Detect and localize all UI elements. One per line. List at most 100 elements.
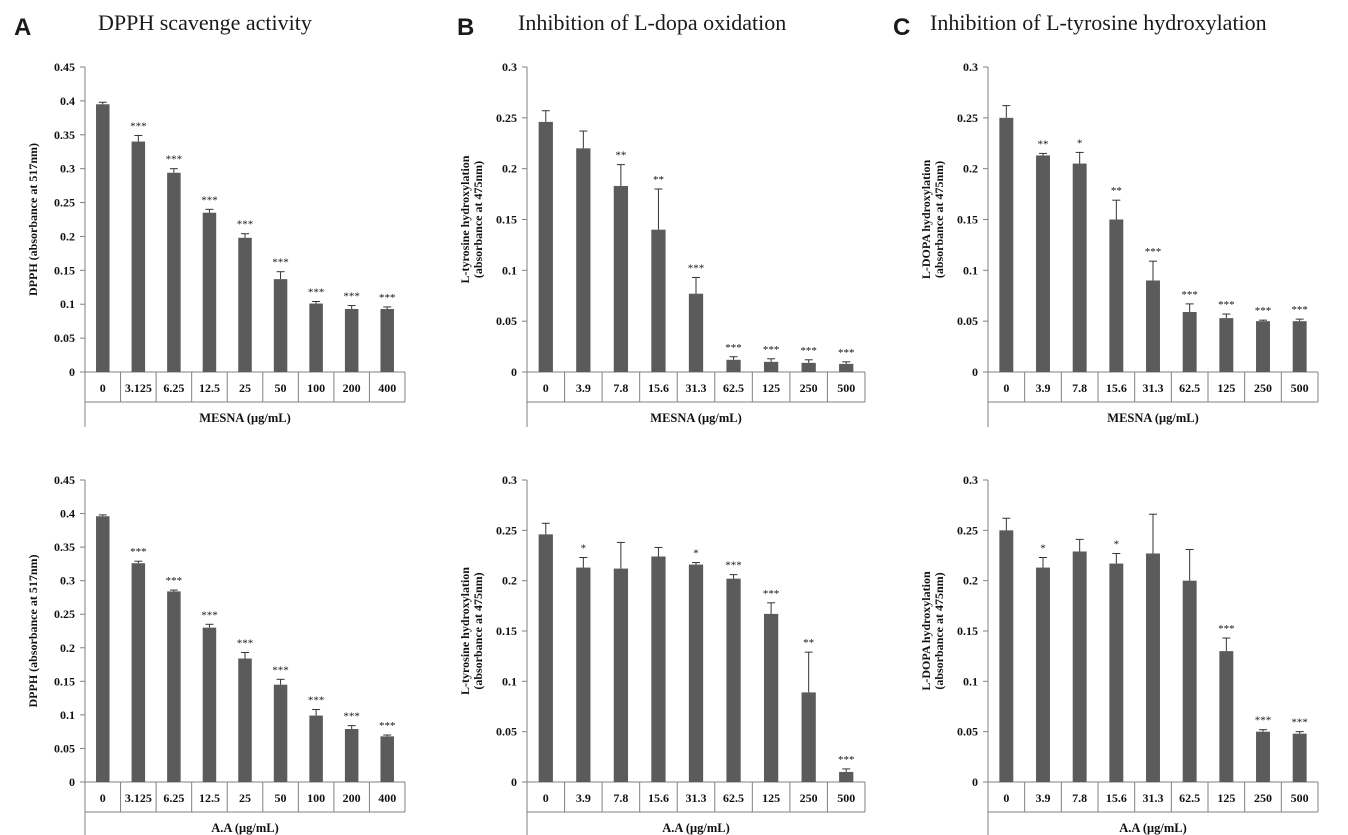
bar — [202, 627, 217, 782]
bar — [1072, 551, 1087, 782]
category-label: 125 — [762, 381, 780, 395]
x-axis-label: MESNA (μg/mL) — [199, 411, 290, 425]
category-label: 100 — [307, 791, 325, 805]
bar — [273, 684, 288, 782]
category-label: 0 — [543, 381, 549, 395]
y-tick-label: 0.2 — [963, 574, 978, 588]
x-axis-label: A.A (μg/mL) — [662, 821, 730, 835]
y-tick-label: 0.05 — [496, 725, 517, 739]
bar — [839, 771, 854, 782]
bar — [688, 564, 704, 782]
x-axis-label: A.A (μg/mL) — [1119, 821, 1187, 835]
category-label: 500 — [837, 381, 855, 395]
bar — [131, 141, 146, 372]
significance-label: *** — [272, 257, 289, 269]
bar — [344, 308, 359, 372]
bar — [576, 148, 591, 372]
y-tick-label: 0.1 — [60, 708, 75, 722]
bar — [96, 104, 110, 373]
y-tick-label: 0.25 — [957, 111, 978, 125]
bar — [1072, 163, 1087, 372]
significance-label: *** — [166, 154, 183, 166]
significance-label: *** — [1255, 715, 1272, 727]
bar — [131, 563, 146, 782]
y-tick-label: 0.3 — [963, 473, 978, 487]
bar — [1182, 312, 1197, 372]
category-label: 62.5 — [723, 381, 744, 395]
bar — [801, 692, 816, 782]
significance-label: ** — [1111, 185, 1122, 197]
y-tick-label: 0.2 — [60, 229, 75, 243]
bar — [1219, 318, 1234, 372]
bar — [688, 293, 704, 372]
category-label: 62.5 — [1179, 791, 1200, 805]
category-label: 6.25 — [163, 791, 184, 805]
significance-label: *** — [1291, 717, 1308, 729]
category-label: 500 — [837, 791, 855, 805]
y-tick-label: 0 — [972, 365, 978, 379]
bar — [613, 568, 629, 782]
significance-label: *** — [725, 560, 742, 572]
y-tick-label: 0.15 — [957, 624, 978, 638]
panel-title-b: Inhibition of L-dopa oxidation — [518, 10, 787, 35]
category-label: 7.8 — [1072, 791, 1087, 805]
panel-letter-b: B — [457, 14, 475, 41]
category-label: 7.8 — [1072, 381, 1087, 395]
bar — [238, 658, 252, 782]
y-tick-label: 0.25 — [496, 111, 517, 125]
category-label: 3.9 — [576, 791, 591, 805]
y-tick-label: 0.15 — [54, 674, 75, 688]
category-label: 12.5 — [199, 791, 220, 805]
y-tick-label: 0.1 — [60, 297, 75, 311]
category-label: 62.5 — [723, 791, 744, 805]
bar — [1256, 321, 1270, 372]
significance-label: *** — [1218, 299, 1235, 311]
bar — [1292, 733, 1307, 782]
significance-label: ** — [653, 174, 664, 186]
category-label: 500 — [1291, 381, 1309, 395]
significance-label: ** — [803, 637, 814, 649]
bar — [1219, 651, 1234, 782]
bar — [1256, 731, 1270, 782]
significance-label: *** — [838, 347, 855, 359]
bar — [1182, 580, 1197, 782]
category-label: 12.5 — [199, 381, 220, 395]
bar — [726, 359, 741, 372]
bar — [202, 212, 217, 372]
panel-title-a: DPPH scavenge activity — [98, 10, 312, 35]
y-tick-label: 0.15 — [496, 624, 517, 638]
category-label: 0 — [100, 791, 106, 805]
significance-label: *** — [166, 575, 183, 587]
y-axis-label: (absorbance at 475nm) — [471, 572, 485, 689]
category-label: 3.125 — [125, 791, 152, 805]
bar — [999, 530, 1014, 782]
bar — [96, 516, 110, 782]
significance-label: * — [1040, 543, 1046, 555]
y-tick-label: 0.4 — [60, 94, 75, 108]
y-axis-label: L-DOPA hydroxylation — [919, 160, 933, 280]
category-label: 15.6 — [1106, 791, 1127, 805]
category-label: 125 — [762, 791, 780, 805]
y-tick-label: 0.1 — [502, 263, 517, 277]
significance-label: *** — [272, 664, 289, 676]
panel-letter-a: A — [14, 14, 32, 41]
bar — [538, 121, 553, 373]
bar — [380, 736, 394, 782]
category-label: 400 — [378, 791, 396, 805]
bar — [726, 578, 741, 782]
bar — [1036, 567, 1050, 782]
category-label: 15.6 — [1106, 381, 1127, 395]
category-label: 400 — [378, 381, 396, 395]
y-axis-label: DPPH (absorbance at 517nm) — [26, 143, 40, 296]
significance-label: *** — [201, 194, 218, 206]
bar — [1036, 155, 1050, 372]
bar — [238, 237, 252, 372]
significance-label: *** — [1218, 623, 1235, 635]
y-tick-label: 0.05 — [957, 314, 978, 328]
y-tick-label: 0.2 — [963, 162, 978, 176]
category-label: 62.5 — [1179, 381, 1200, 395]
significance-label: *** — [308, 287, 325, 299]
